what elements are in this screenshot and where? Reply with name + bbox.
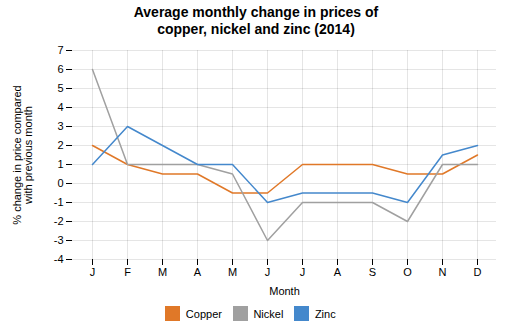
svg-text:4: 4	[57, 101, 63, 113]
html-text:Zinc: Zinc	[314, 307, 336, 320]
svg-text:-4: -4	[54, 253, 64, 265]
svg-text:M: M	[158, 266, 167, 278]
svg-text:Month: Month	[269, 285, 300, 297]
svg-text:0: 0	[57, 177, 63, 189]
svg-text:7: 7	[57, 44, 63, 56]
svg-text:-3: -3	[54, 234, 64, 246]
svg-text:3: 3	[57, 120, 63, 132]
svg-text:J: J	[300, 266, 306, 278]
svg-text:-1: -1	[54, 196, 64, 208]
svg-text:A: A	[194, 266, 202, 278]
html-text:Copper: Copper	[185, 307, 222, 320]
svg-text:% change in price comparedwith: % change in price comparedwith previous …	[11, 85, 34, 224]
svg-text:J: J	[265, 266, 271, 278]
svg-text:S: S	[369, 266, 376, 278]
svg-text:J: J	[90, 266, 96, 278]
svg-text:2: 2	[57, 139, 63, 151]
svg-text:5: 5	[57, 82, 63, 94]
svg-text:1: 1	[57, 158, 63, 170]
svg-text:D: D	[474, 266, 482, 278]
svg-text:M: M	[228, 266, 237, 278]
svg-text:-2: -2	[54, 215, 64, 227]
svg-text:F: F	[124, 266, 131, 278]
svg-text:O: O	[403, 266, 412, 278]
svg-text:A: A	[334, 266, 342, 278]
html-text:Average monthly change in pric: Average monthly change in prices of copp…	[133, 4, 379, 37]
svg-text:N: N	[439, 266, 447, 278]
html-text:Nickel: Nickel	[253, 307, 284, 320]
svg-text:6: 6	[57, 63, 63, 75]
